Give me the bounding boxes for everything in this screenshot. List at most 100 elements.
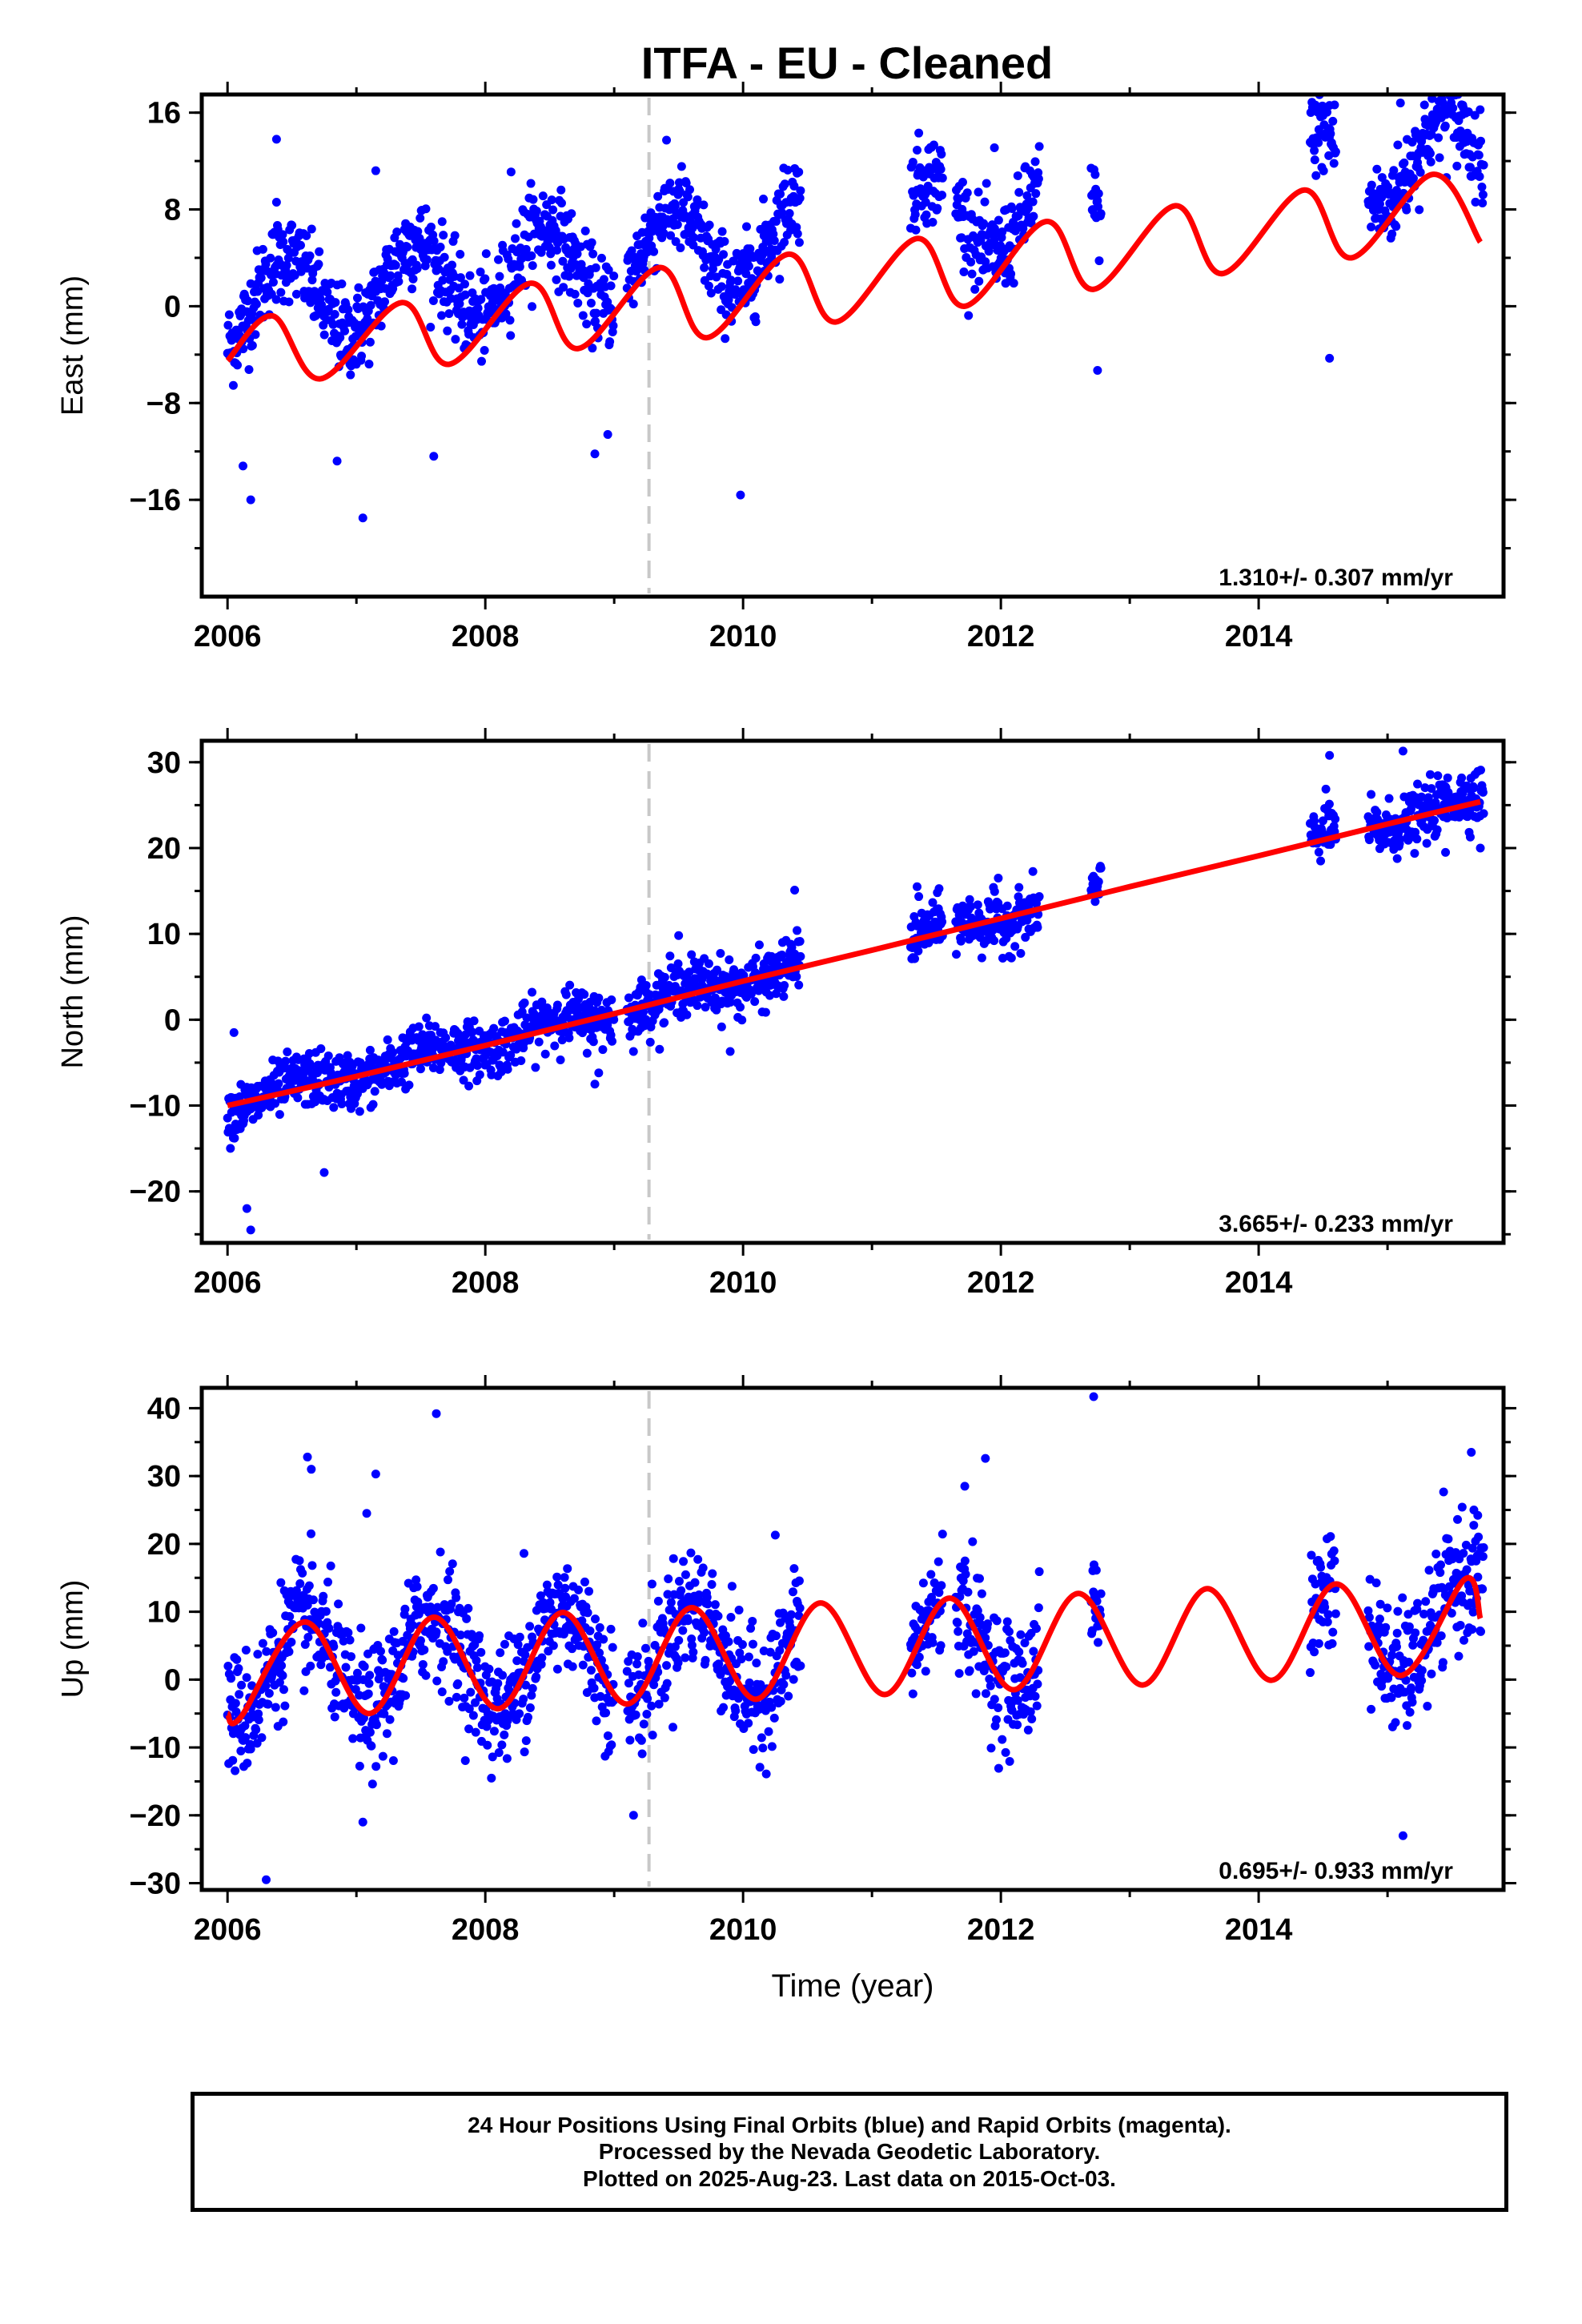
data-point (452, 1692, 461, 1702)
data-point (1393, 140, 1403, 150)
data-point (578, 311, 588, 320)
data-point (237, 1680, 247, 1690)
data-point (1010, 942, 1020, 951)
data-point (412, 263, 422, 273)
data-point (279, 237, 288, 247)
data-point (472, 1663, 482, 1672)
data-point (538, 191, 548, 201)
data-point (1427, 1669, 1436, 1679)
data-point (251, 300, 261, 309)
data-point (622, 1667, 632, 1676)
data-point (480, 274, 490, 283)
outlier-point (239, 461, 248, 471)
data-point (974, 1574, 984, 1583)
data-point (553, 1580, 563, 1590)
data-point (527, 251, 536, 260)
data-point (973, 1606, 982, 1615)
data-point (428, 296, 438, 305)
data-point (1457, 1502, 1467, 1512)
data-point (1419, 100, 1429, 110)
data-point (548, 205, 558, 215)
data-point (966, 902, 976, 911)
data-point (1091, 1566, 1101, 1575)
data-point (389, 1626, 399, 1636)
data-point (725, 997, 735, 1007)
data-point (464, 1724, 474, 1734)
data-point (348, 1734, 358, 1743)
data-point (1094, 877, 1103, 887)
fit-line (224, 1574, 1484, 1727)
data-point (1478, 199, 1488, 208)
x-tick-label: 2006 (194, 620, 262, 653)
x-tick-label: 2010 (709, 1266, 777, 1300)
data-point (444, 1696, 454, 1706)
data-point (1013, 1695, 1022, 1705)
data-point (596, 253, 606, 263)
data-point (557, 1035, 567, 1045)
data-point (713, 1611, 723, 1621)
data-point (355, 1761, 364, 1771)
data-point (937, 1581, 946, 1590)
data-point (365, 1727, 375, 1737)
data-point (279, 1685, 288, 1695)
data-point (742, 222, 752, 231)
data-point (645, 1037, 655, 1047)
data-point (371, 1720, 381, 1730)
data-point (588, 1037, 598, 1047)
data-point (697, 975, 707, 984)
data-point (282, 260, 291, 270)
data-point (552, 1572, 562, 1582)
data-point (702, 1593, 712, 1602)
data-point (268, 1628, 278, 1638)
data-point (724, 1637, 733, 1647)
data-point (573, 1585, 583, 1594)
data-point (1411, 1628, 1420, 1638)
data-point (1014, 1647, 1024, 1657)
data-point (331, 298, 340, 308)
x-tick-label: 2008 (452, 1913, 520, 1947)
data-point (329, 1103, 339, 1112)
data-point (412, 1582, 422, 1591)
data-point (603, 1731, 612, 1740)
data-point (1026, 1707, 1035, 1717)
data-point (511, 234, 520, 243)
x-axis-label: Time (year) (772, 1968, 934, 2004)
data-point (483, 1740, 492, 1750)
data-point (558, 256, 568, 266)
data-point (631, 1710, 640, 1719)
data-point (1404, 1658, 1414, 1667)
data-point (244, 365, 254, 375)
data-point (647, 1701, 656, 1711)
data-point (261, 1681, 271, 1691)
data-point (472, 1060, 482, 1070)
x-tick-label: 2014 (1225, 1266, 1293, 1300)
data-point (1326, 1532, 1335, 1542)
outlier-point (1089, 1392, 1098, 1401)
outlier-point (271, 197, 281, 207)
data-point (365, 1671, 375, 1680)
data-point (375, 1647, 385, 1656)
data-point (1013, 171, 1022, 180)
data-point (665, 951, 675, 961)
data-point (726, 1612, 736, 1622)
data-point (346, 370, 355, 380)
data-point (257, 1733, 267, 1743)
data-point (706, 288, 716, 298)
data-point (1331, 1609, 1340, 1618)
outlier-point (246, 495, 255, 505)
data-point (466, 1687, 476, 1697)
chart-title: ITFA - EU - Cleaned (641, 38, 1053, 88)
data-point (921, 198, 930, 207)
data-point (1392, 854, 1402, 863)
data-point (488, 1752, 497, 1762)
data-point (698, 1563, 708, 1573)
outlier-point (736, 490, 745, 500)
data-point (304, 1581, 314, 1590)
data-point (744, 261, 753, 271)
data-point (1384, 794, 1394, 803)
data-point (787, 943, 797, 952)
data-point (1387, 1651, 1397, 1660)
data-point (771, 1631, 781, 1641)
data-point (971, 1689, 981, 1699)
data-point (1096, 209, 1106, 219)
